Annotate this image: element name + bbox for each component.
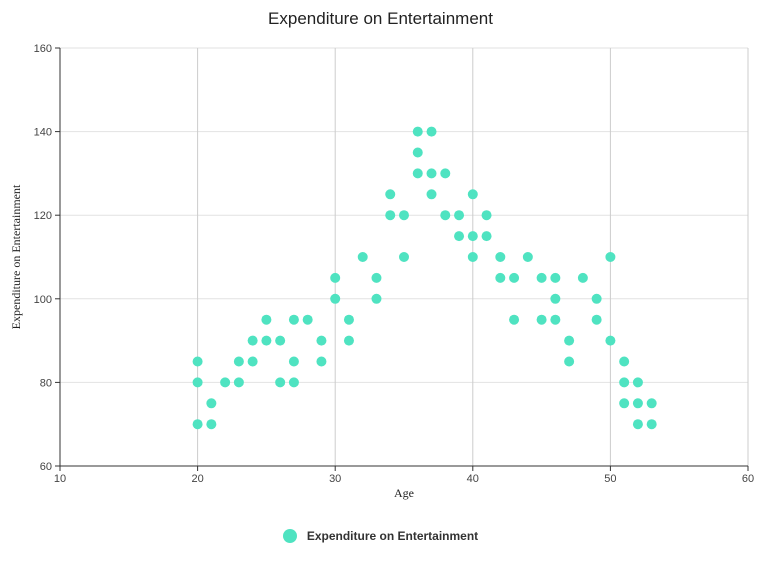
y-tick-label: 140 — [34, 127, 52, 139]
data-point — [646, 419, 657, 430]
x-tick-label: 20 — [191, 473, 203, 485]
data-point — [288, 314, 299, 325]
data-point — [371, 293, 382, 304]
data-point — [192, 419, 203, 430]
data-point — [509, 314, 520, 325]
data-point — [577, 272, 588, 283]
data-point — [412, 147, 423, 158]
data-point — [564, 356, 575, 367]
data-point — [385, 189, 396, 200]
data-point — [275, 377, 286, 388]
data-point — [275, 335, 286, 346]
data-point — [412, 126, 423, 137]
legend[interactable]: Expenditure on Entertainment — [0, 529, 761, 543]
y-axis-label: Expenditure on Entertainment — [9, 184, 23, 329]
data-point — [357, 252, 368, 262]
data-point — [288, 356, 299, 367]
data-point — [509, 272, 520, 283]
data-point — [220, 377, 231, 388]
data-point — [467, 231, 478, 242]
data-point — [302, 314, 313, 325]
data-point — [619, 398, 630, 409]
tick-labels: 60 80 100 120 140 160 10 20 30 40 50 60 — [34, 43, 754, 485]
data-point — [316, 335, 327, 346]
data-point — [426, 126, 437, 137]
data-point — [426, 189, 437, 200]
data-point — [399, 210, 409, 221]
data-point — [426, 168, 437, 179]
data-point — [481, 210, 492, 221]
data-point — [481, 231, 492, 242]
data-point — [233, 377, 244, 388]
chart-title: Expenditure on Entertainment — [268, 9, 493, 28]
data-point — [343, 314, 354, 325]
data-point — [385, 210, 396, 221]
y-tick-label: 160 — [34, 43, 52, 55]
data-point — [206, 419, 217, 430]
data-point — [192, 356, 203, 367]
data-point — [206, 398, 217, 409]
x-tick-label: 10 — [54, 473, 66, 485]
x-axis-label: Age — [394, 486, 414, 500]
data-point — [454, 231, 465, 242]
data-point — [247, 356, 258, 367]
axes — [55, 47, 749, 471]
data-point — [467, 189, 478, 200]
data-point — [399, 252, 409, 262]
y-tick-label: 100 — [34, 294, 52, 306]
data-point — [192, 377, 203, 388]
legend-label: Expenditure on Entertainment — [306, 529, 479, 543]
data-point — [412, 168, 423, 179]
data-point — [495, 252, 506, 262]
data-point — [467, 252, 478, 262]
x-tick-label: 40 — [467, 473, 479, 485]
data-point — [371, 272, 382, 283]
data-point — [619, 356, 630, 367]
data-point — [440, 210, 451, 221]
data-point — [233, 356, 244, 367]
data-point — [550, 272, 561, 283]
x-tick-label: 30 — [329, 473, 341, 485]
data-point — [632, 377, 643, 388]
data-point — [550, 293, 561, 304]
data-point — [440, 168, 451, 179]
data-point — [454, 210, 465, 221]
data-point — [330, 272, 341, 283]
data-point — [536, 314, 547, 325]
y-tick-label: 120 — [34, 210, 52, 222]
data-point — [591, 314, 602, 325]
data-point — [564, 335, 575, 346]
x-tick-label: 60 — [742, 473, 754, 485]
y-tick-label: 60 — [40, 461, 52, 473]
data-point — [605, 252, 616, 262]
data-point — [550, 314, 561, 325]
data-point — [330, 293, 341, 304]
legend-marker-icon — [282, 529, 297, 543]
data-point — [495, 272, 506, 283]
data-point — [261, 335, 272, 346]
data-point — [605, 335, 616, 346]
data-point — [646, 398, 657, 409]
data-points — [192, 126, 657, 430]
data-point — [261, 314, 272, 325]
y-tick-label: 80 — [40, 377, 52, 389]
data-point — [522, 252, 533, 262]
data-point — [316, 356, 327, 367]
data-point — [288, 377, 299, 388]
data-point — [632, 398, 643, 409]
x-tick-label: 50 — [604, 473, 616, 485]
data-point — [591, 293, 602, 304]
data-point — [619, 377, 630, 388]
data-point — [247, 335, 258, 346]
data-point — [536, 272, 547, 283]
data-point — [343, 335, 354, 346]
data-point — [632, 419, 643, 430]
